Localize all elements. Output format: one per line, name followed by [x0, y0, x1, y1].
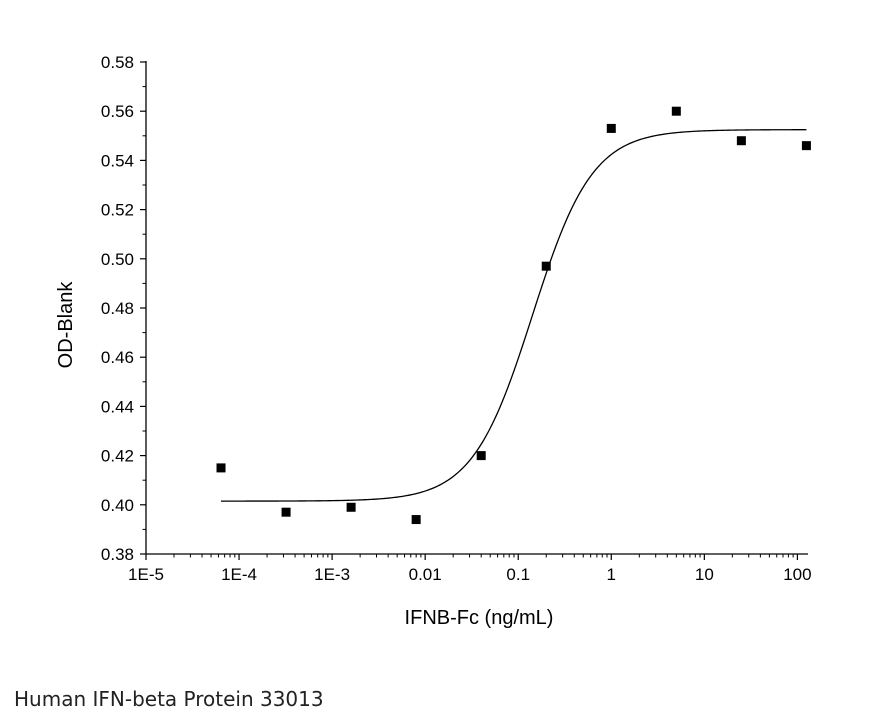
y-tick-label: 0.46	[101, 348, 134, 367]
data-points	[216, 106, 811, 525]
y-tick-label: 0.38	[101, 545, 134, 564]
x-tick-label: 0.1	[506, 565, 530, 584]
y-tick-label: 0.50	[101, 250, 134, 269]
data-point	[281, 507, 291, 517]
x-tick-label: 10	[695, 565, 714, 584]
fit-curve	[221, 129, 807, 502]
x-tick-label: 100	[783, 565, 811, 584]
y-tick-label: 0.52	[101, 201, 134, 220]
y-tick-label: 0.42	[101, 447, 134, 466]
data-point	[216, 463, 226, 473]
data-point	[476, 451, 486, 461]
data-point	[671, 106, 681, 116]
x-tick-label: 1	[607, 565, 616, 584]
data-point	[606, 123, 616, 133]
x-tick-label: 1E-5	[128, 565, 164, 584]
y-tick-label: 0.54	[101, 151, 134, 170]
y-tick-label: 0.58	[101, 53, 134, 72]
data-point	[736, 136, 746, 146]
chart: 0.38 0.40 0.42 0.44 0.46 0.48 0.50 0.52 0.54 0.56…	[55, 53, 812, 629]
ticks: 0.38 0.40 0.42 0.44 0.46 0.48 0.50 0.52 0.54 0.56…	[101, 53, 812, 584]
data-point	[541, 261, 551, 271]
x-tick-label: 1E-3	[314, 565, 350, 584]
y-tick-label: 0.44	[101, 397, 134, 416]
x-tick-label: 1E-4	[221, 565, 257, 584]
y-tick-label: 0.40	[101, 496, 134, 515]
x-tick-label: 0.01	[409, 565, 442, 584]
y-axis-title: OD-Blank	[55, 281, 77, 369]
caption: Human IFN-beta Protein 33013	[14, 687, 324, 711]
y-tick-label: 0.56	[101, 102, 134, 121]
axes	[145, 61, 808, 555]
x-axis-title: IFNB-Fc (ng/mL)	[405, 607, 554, 629]
data-point	[411, 515, 421, 525]
data-point	[801, 141, 811, 151]
data-point	[346, 502, 356, 512]
y-tick-label: 0.48	[101, 299, 134, 318]
